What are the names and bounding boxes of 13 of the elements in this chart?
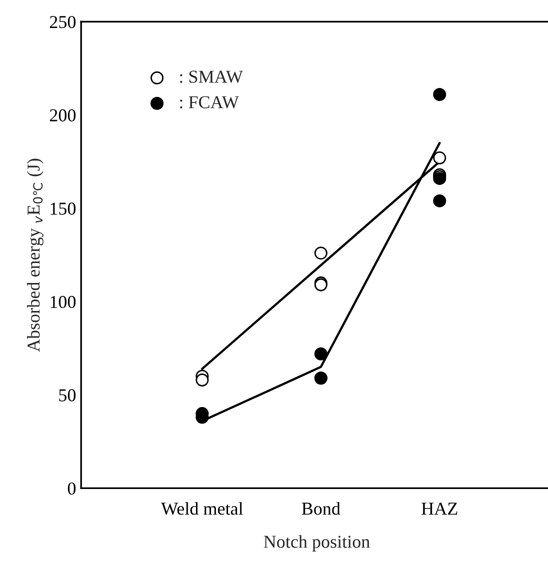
x-tick-label: Weld metal <box>161 502 243 515</box>
y-tick-label: 200 <box>50 109 76 122</box>
x-tick-label: HAZ <box>422 502 458 515</box>
y-tick-label: 100 <box>50 296 76 308</box>
y-tick-label: 250 <box>50 16 76 28</box>
y-tick-label: 150 <box>50 202 76 215</box>
y-tick-label: 0 <box>68 482 76 495</box>
y-axis-title: Absorbed energy $_{v}$E$_{0℃}$ (J) <box>26 158 44 352</box>
legend-label: : FCAW <box>180 96 239 108</box>
y-tick-label: 50 <box>59 389 76 402</box>
x-tick-label: Bond <box>302 502 340 515</box>
legend-label: : SMAW <box>180 70 243 83</box>
x-axis-title: Notch position <box>264 535 370 552</box>
